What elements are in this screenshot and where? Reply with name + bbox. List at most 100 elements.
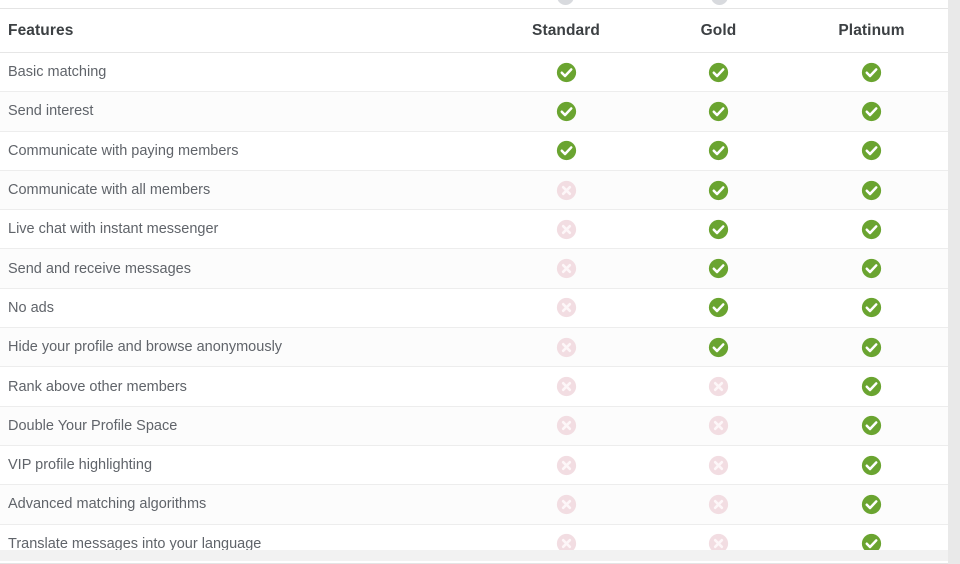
cell-standard bbox=[490, 445, 642, 486]
column-header-features: Features bbox=[0, 9, 490, 53]
check-circle-icon bbox=[861, 533, 882, 554]
table-row: Rank above other members bbox=[0, 366, 948, 407]
feature-label: Double Your Profile Space bbox=[0, 406, 490, 446]
cell-platinum bbox=[795, 170, 948, 211]
cross-circle-icon bbox=[556, 455, 577, 476]
check-circle-icon bbox=[556, 62, 577, 83]
check-circle-icon bbox=[708, 258, 729, 279]
cross-circle-icon bbox=[708, 376, 729, 397]
clipped-row-text bbox=[8, 0, 12, 4]
table-row: Basic matching bbox=[0, 52, 948, 93]
cell-standard bbox=[490, 484, 642, 525]
check-circle-icon bbox=[861, 376, 882, 397]
cell-platinum bbox=[795, 366, 948, 407]
cell-standard bbox=[490, 209, 642, 250]
cross-circle-icon bbox=[556, 297, 577, 318]
feature-label: Basic matching bbox=[0, 52, 490, 93]
cross-circle-icon bbox=[708, 533, 729, 554]
cell-platinum bbox=[795, 131, 948, 171]
cell-gold bbox=[642, 366, 795, 407]
check-circle-icon bbox=[708, 219, 729, 240]
check-circle-icon bbox=[861, 62, 882, 83]
cell-standard bbox=[490, 406, 642, 446]
feature-label: Communicate with paying members bbox=[0, 131, 490, 171]
table-row: Advanced matching algorithms bbox=[0, 484, 948, 525]
cell-gold bbox=[642, 170, 795, 211]
cell-gold bbox=[642, 484, 795, 525]
cross-circle-icon bbox=[708, 494, 729, 515]
cell-platinum bbox=[795, 406, 948, 446]
feature-label: No ads bbox=[0, 288, 490, 329]
check-circle-icon bbox=[708, 62, 729, 83]
below-table-area bbox=[0, 550, 948, 561]
column-header-gold: Gold bbox=[642, 9, 795, 53]
cross-circle-icon bbox=[556, 219, 577, 240]
check-circle-icon bbox=[708, 337, 729, 358]
check-circle-icon bbox=[861, 415, 882, 436]
cross-circle-icon bbox=[556, 258, 577, 279]
cell-gold bbox=[642, 91, 795, 132]
cell-standard bbox=[490, 248, 642, 289]
cell-platinum bbox=[795, 52, 948, 93]
table-row: Live chat with instant messenger bbox=[0, 209, 948, 250]
cross-circle-icon bbox=[556, 180, 577, 201]
check-circle-icon bbox=[861, 180, 882, 201]
table-header: Features Standard Gold Platinum bbox=[0, 9, 948, 53]
cell-platinum bbox=[795, 248, 948, 289]
feature-label: Communicate with all members bbox=[0, 170, 490, 211]
feature-label: Hide your profile and browse anonymously bbox=[0, 327, 490, 368]
table-row: Communicate with all members bbox=[0, 170, 948, 211]
plan-comparison-table: Features Standard Gold Platinum Basic ma… bbox=[0, 9, 948, 564]
cell-gold bbox=[642, 209, 795, 250]
cell-platinum bbox=[795, 484, 948, 525]
cell-standard bbox=[490, 52, 642, 93]
plan-comparison-card: Features Standard Gold Platinum Basic ma… bbox=[0, 9, 948, 564]
check-circle-icon bbox=[861, 219, 882, 240]
check-circle-icon bbox=[861, 494, 882, 515]
cross-circle-icon bbox=[556, 494, 577, 515]
table-row: Communicate with paying members bbox=[0, 131, 948, 171]
feature-label: Live chat with instant messenger bbox=[0, 209, 490, 250]
check-circle-icon bbox=[861, 140, 882, 161]
cell-standard bbox=[490, 366, 642, 407]
table-body: Basic matching Send interest Communicate w… bbox=[0, 52, 948, 564]
check-circle-icon bbox=[708, 180, 729, 201]
cross-circle-icon bbox=[708, 415, 729, 436]
check-circle-icon bbox=[861, 337, 882, 358]
table-row: Send and receive messages bbox=[0, 248, 948, 289]
clipped-previous-row bbox=[0, 0, 948, 9]
cell-platinum bbox=[795, 91, 948, 132]
cell-platinum bbox=[795, 327, 948, 368]
cell-gold bbox=[642, 406, 795, 446]
table-row: No ads bbox=[0, 288, 948, 329]
feature-label: Rank above other members bbox=[0, 366, 490, 407]
check-circle-icon bbox=[556, 140, 577, 161]
table-row: Hide your profile and browse anonymously bbox=[0, 327, 948, 368]
check-circle-icon bbox=[861, 258, 882, 279]
cross-circle-icon bbox=[556, 376, 577, 397]
cell-platinum bbox=[795, 209, 948, 250]
cell-gold bbox=[642, 327, 795, 368]
table-row: VIP profile highlighting bbox=[0, 445, 948, 486]
check-circle-icon bbox=[556, 101, 577, 122]
check-circle-icon bbox=[708, 140, 729, 161]
feature-label: Send interest bbox=[0, 91, 490, 132]
header-row: Features Standard Gold Platinum bbox=[0, 9, 948, 53]
cross-circle-icon bbox=[708, 455, 729, 476]
feature-label: Advanced matching algorithms bbox=[0, 484, 490, 525]
cell-gold bbox=[642, 131, 795, 171]
cell-platinum bbox=[795, 288, 948, 329]
table-row: Double Your Profile Space bbox=[0, 406, 948, 446]
column-header-standard: Standard bbox=[490, 9, 642, 53]
cross-circle-icon bbox=[556, 415, 577, 436]
cell-platinum bbox=[795, 445, 948, 486]
table-row: Send interest bbox=[0, 91, 948, 132]
cell-gold bbox=[642, 445, 795, 486]
column-header-platinum: Platinum bbox=[795, 9, 948, 53]
feature-label: Send and receive messages bbox=[0, 248, 490, 289]
cell-gold bbox=[642, 248, 795, 289]
cell-standard bbox=[490, 131, 642, 171]
feature-label: VIP profile highlighting bbox=[0, 445, 490, 486]
cell-gold bbox=[642, 52, 795, 93]
